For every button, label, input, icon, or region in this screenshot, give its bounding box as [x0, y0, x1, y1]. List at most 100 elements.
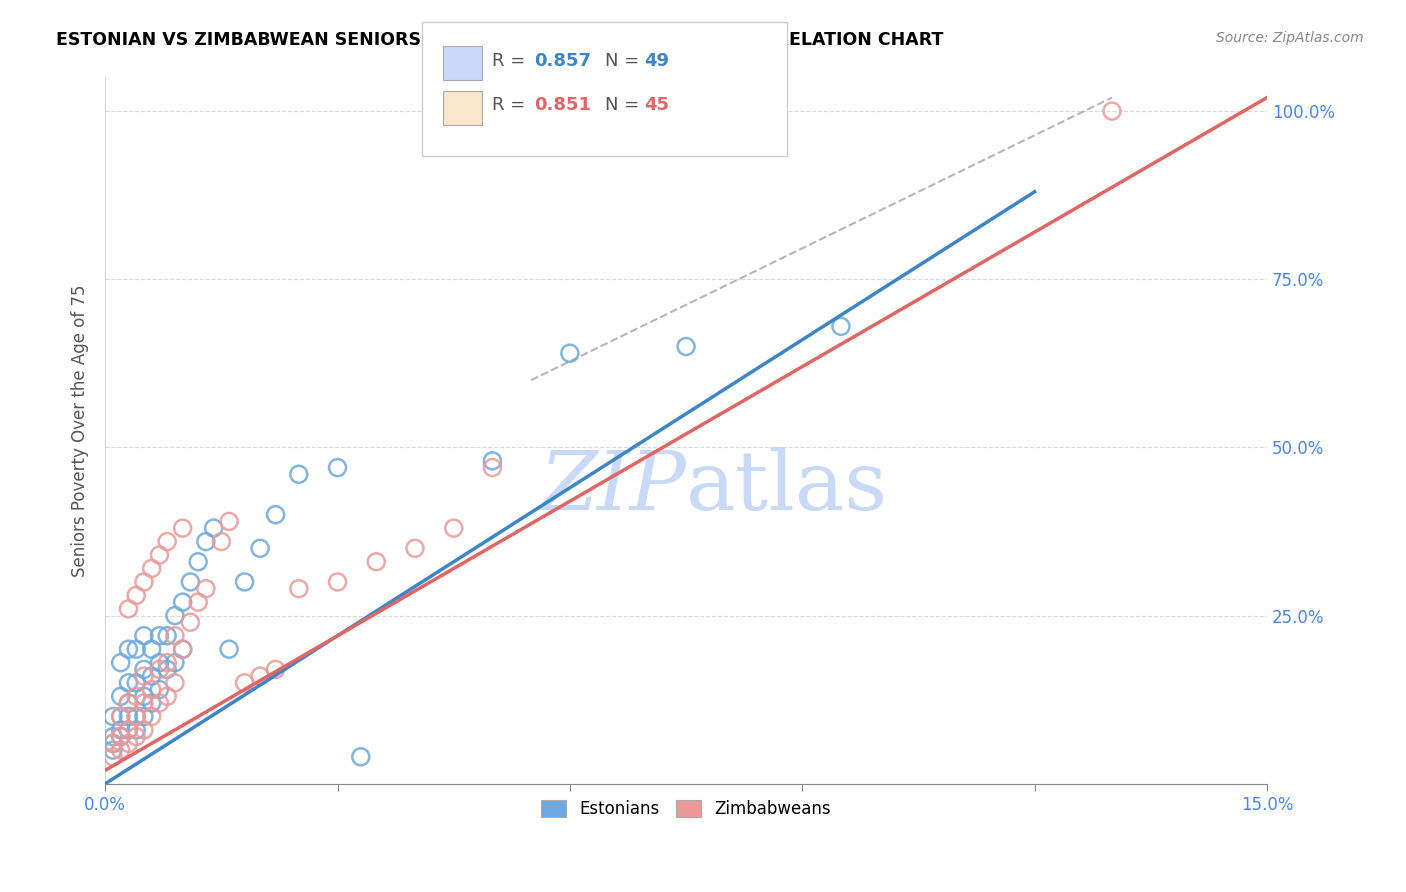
Point: [326, 460, 349, 475]
Point: [148, 662, 170, 676]
Point: [110, 730, 132, 744]
Point: [179, 574, 201, 589]
Point: [350, 749, 373, 764]
Point: [110, 709, 132, 723]
Point: [156, 662, 179, 676]
Point: [194, 582, 217, 596]
Point: [148, 548, 170, 562]
Text: ESTONIAN VS ZIMBABWEAN SENIORS POVERTY OVER THE AGE OF 75 CORRELATION CHART: ESTONIAN VS ZIMBABWEAN SENIORS POVERTY O…: [56, 31, 943, 49]
Point: [163, 676, 186, 690]
Point: [101, 730, 124, 744]
Point: [110, 743, 132, 757]
Text: 45: 45: [644, 96, 669, 114]
Point: [117, 642, 139, 657]
Point: [194, 534, 217, 549]
Point: [110, 723, 132, 737]
Point: [117, 736, 139, 750]
Point: [163, 629, 186, 643]
Point: [101, 736, 124, 750]
Point: [558, 346, 581, 360]
Point: [132, 669, 155, 683]
Point: [132, 690, 155, 704]
Point: [132, 723, 155, 737]
Point: [141, 561, 163, 575]
Point: [110, 709, 132, 723]
Point: [156, 656, 179, 670]
Point: [141, 669, 163, 683]
Text: R =: R =: [492, 52, 531, 70]
Point: [110, 656, 132, 670]
Point: [187, 595, 209, 609]
Point: [404, 541, 426, 556]
Point: [110, 690, 132, 704]
Point: [101, 709, 124, 723]
Point: [125, 723, 148, 737]
Point: [125, 730, 148, 744]
Point: [132, 709, 155, 723]
Point: [264, 508, 287, 522]
Point: [125, 709, 148, 723]
Point: [288, 467, 311, 482]
Point: [326, 574, 349, 589]
Point: [101, 743, 124, 757]
Point: [249, 669, 271, 683]
Point: [117, 676, 139, 690]
Text: N =: N =: [605, 52, 644, 70]
Point: [675, 339, 697, 353]
Point: [218, 515, 240, 529]
Point: [132, 574, 155, 589]
Point: [125, 642, 148, 657]
Point: [148, 629, 170, 643]
Point: [148, 696, 170, 710]
Point: [132, 629, 155, 643]
Point: [481, 454, 503, 468]
Text: R =: R =: [492, 96, 531, 114]
Point: [117, 696, 139, 710]
Point: [172, 521, 194, 535]
Point: [1101, 104, 1123, 119]
Legend: Estonians, Zimbabweans: Estonians, Zimbabweans: [534, 793, 838, 825]
Point: [202, 521, 225, 535]
Point: [101, 736, 124, 750]
Point: [117, 723, 139, 737]
Y-axis label: Seniors Poverty Over the Age of 75: Seniors Poverty Over the Age of 75: [72, 285, 89, 577]
Text: 0.851: 0.851: [534, 96, 592, 114]
Point: [156, 534, 179, 549]
Point: [366, 555, 388, 569]
Point: [163, 608, 186, 623]
Point: [172, 642, 194, 657]
Point: [117, 602, 139, 616]
Point: [264, 662, 287, 676]
Point: [179, 615, 201, 630]
Point: [110, 730, 132, 744]
Point: [148, 656, 170, 670]
Point: [209, 534, 232, 549]
Point: [288, 582, 311, 596]
Point: [156, 690, 179, 704]
Point: [156, 629, 179, 643]
Text: 0.857: 0.857: [534, 52, 592, 70]
Point: [249, 541, 271, 556]
Point: [141, 682, 163, 697]
Text: Source: ZipAtlas.com: Source: ZipAtlas.com: [1216, 31, 1364, 45]
Point: [172, 595, 194, 609]
Text: N =: N =: [605, 96, 644, 114]
Point: [233, 574, 256, 589]
Point: [233, 676, 256, 690]
Point: [443, 521, 465, 535]
Text: 49: 49: [644, 52, 669, 70]
Text: ZIP: ZIP: [538, 447, 686, 527]
Point: [141, 709, 163, 723]
Point: [187, 555, 209, 569]
Point: [117, 723, 139, 737]
Point: [141, 642, 163, 657]
Text: atlas: atlas: [686, 447, 889, 527]
Point: [125, 709, 148, 723]
Point: [481, 460, 503, 475]
Point: [218, 642, 240, 657]
Point: [117, 696, 139, 710]
Point: [125, 676, 148, 690]
Point: [132, 662, 155, 676]
Point: [101, 749, 124, 764]
Point: [148, 682, 170, 697]
